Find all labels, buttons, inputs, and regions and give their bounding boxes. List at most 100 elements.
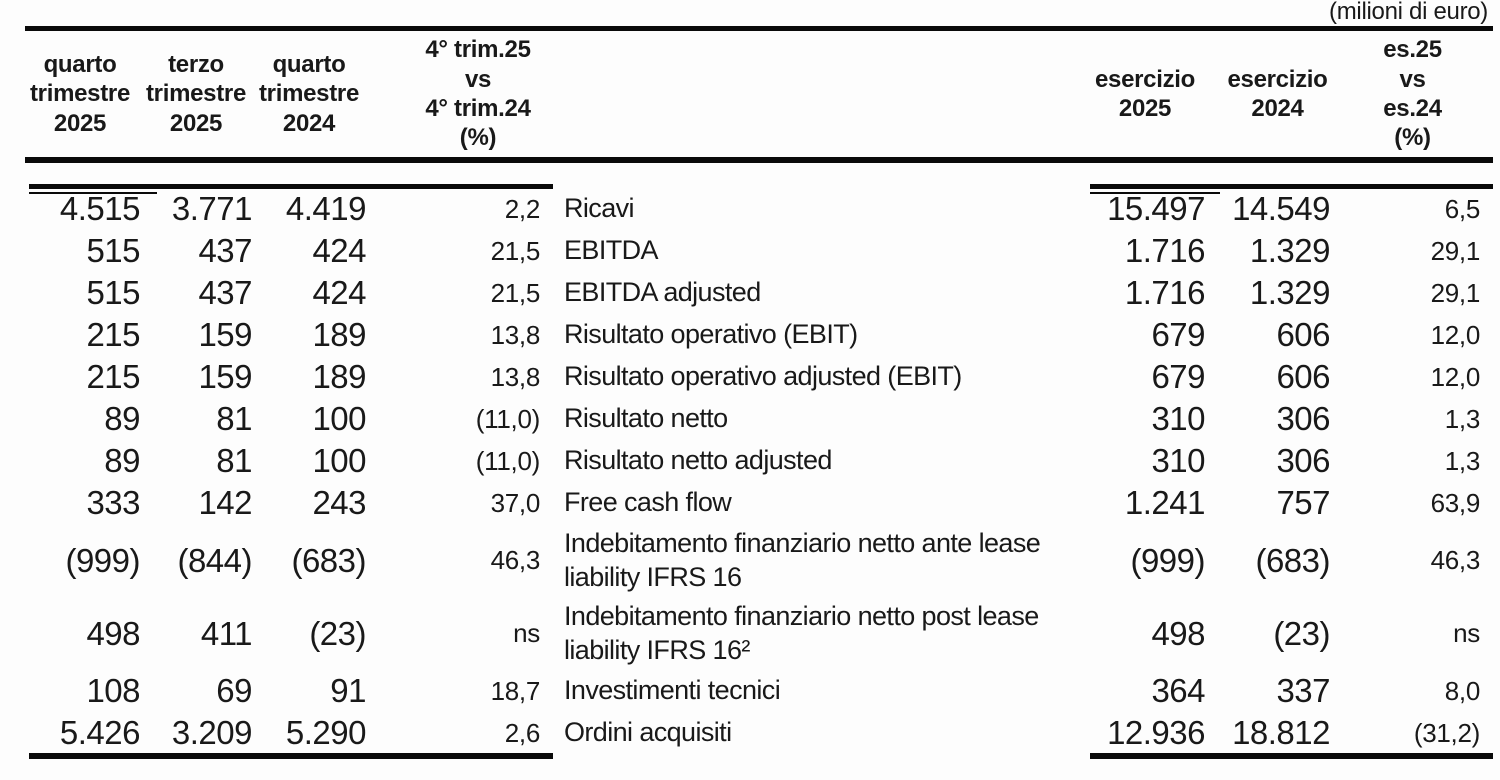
cell-q4-2025: 5.426 xyxy=(59,714,141,751)
cell-q3-2025: 437 xyxy=(198,274,252,311)
cell-q3-2025: 142 xyxy=(198,484,252,521)
cell-variation-quarter: 46,3 xyxy=(490,545,541,575)
cell-variation-fy: 1,3 xyxy=(1444,445,1481,476)
cell-q4-2024: 424 xyxy=(312,232,366,269)
row-label: Indebitamento finanziario netto post lea… xyxy=(564,600,1039,665)
cell-q4-2024: 5.290 xyxy=(285,714,367,751)
cell-fy-2025: 498 xyxy=(1151,614,1205,652)
column-header-variation-quarter: 4° trim.25 vs 4° trim.24 (%) xyxy=(425,36,531,152)
table-body: 4.515 3.771 4.419 2,2 Ricavi 15.497 14.5… xyxy=(20,188,1480,754)
cell-q3-2025: 411 xyxy=(200,614,253,652)
cell-q4-2025: 515 xyxy=(86,274,140,311)
table-row: 515 437 424 21,5 EBITDA adjusted 1.716 1… xyxy=(20,272,1480,314)
cell-fy-2024: (23) xyxy=(1273,614,1330,652)
cell-q4-2025: 333 xyxy=(86,484,140,521)
cell-q4-2025: 108 xyxy=(86,672,140,709)
cell-q3-2025: 159 xyxy=(198,316,252,353)
cell-fy-2025: 310 xyxy=(1151,442,1205,479)
cell-variation-quarter: 13,8 xyxy=(490,319,541,350)
cell-variation-quarter: 37,0 xyxy=(490,487,541,518)
data-top-rule-left xyxy=(29,184,553,189)
cell-q4-2025: 215 xyxy=(86,358,140,395)
cell-fy-2025: 1.241 xyxy=(1124,484,1206,521)
cell-q4-2024: 4.419 xyxy=(285,190,367,227)
row-label: Ricavi xyxy=(564,193,635,224)
cell-q4-2024: (683) xyxy=(291,541,366,579)
row-label: Indebitamento finanziario netto ante lea… xyxy=(564,527,1041,592)
table-row: 215 159 189 13,8 Risultato operativo adj… xyxy=(20,356,1480,398)
column-header-fy-2025: esercizio 2025 xyxy=(1094,65,1196,122)
cell-variation-fy: 1,3 xyxy=(1444,403,1481,434)
row-label: Free cash flow xyxy=(564,487,732,518)
cell-fy-2025: 12.936 xyxy=(1107,714,1205,751)
cell-q3-2025: 69 xyxy=(216,672,252,709)
cell-fy-2024: 18.812 xyxy=(1232,714,1330,751)
cell-fy-2024: 606 xyxy=(1276,358,1330,395)
table-row: 5.426 3.209 5.290 2,6 Ordini acquisiti 1… xyxy=(20,712,1480,754)
row-label: Risultato netto xyxy=(564,403,728,434)
row-label: EBITDA adjusted xyxy=(564,277,761,308)
row-label: EBITDA xyxy=(564,235,659,266)
cell-variation-quarter: 21,5 xyxy=(490,277,541,308)
cell-fy-2024: 606 xyxy=(1276,316,1330,353)
cell-q4-2024: 91 xyxy=(330,672,366,709)
table-header-row: quarto trimestre 2025 terzo trimestre 20… xyxy=(20,32,1480,156)
data-top-rule-right xyxy=(1090,184,1493,189)
cell-q4-2024: 100 xyxy=(312,400,366,437)
cell-q4-2025: 498 xyxy=(86,614,140,652)
row-label: Risultato operativo (EBIT) xyxy=(564,319,858,350)
table-row: 215 159 189 13,8 Risultato operativo (EB… xyxy=(20,314,1480,356)
cell-variation-fy: 12,0 xyxy=(1430,319,1481,350)
table-row: 89 81 100 (11,0) Risultato netto adjuste… xyxy=(20,440,1480,482)
cell-variation-quarter: ns xyxy=(513,618,540,648)
cell-fy-2024: (683) xyxy=(1255,541,1330,579)
cell-q4-2025: (999) xyxy=(65,541,140,579)
column-header-variation-fy: es.25 vs es.24 (%) xyxy=(1383,36,1442,152)
table-row: 108 69 91 18,7 Investimenti tecnici 364 … xyxy=(20,670,1480,712)
cell-q3-2025: 3.771 xyxy=(171,190,253,227)
table-row: 498 411 (23) ns Indebitamento finanziari… xyxy=(20,597,1480,670)
column-header-fy-2024: esercizio 2024 xyxy=(1227,65,1328,122)
row-label: Risultato operativo adjusted (EBIT) xyxy=(564,361,962,392)
cell-variation-fy: (31,2) xyxy=(1413,717,1480,748)
cell-variation-fy: 6,5 xyxy=(1444,193,1481,224)
row-label: Investimenti tecnici xyxy=(564,675,781,706)
cell-variation-quarter: 2,6 xyxy=(504,717,541,748)
cell-variation-quarter: 21,5 xyxy=(490,235,541,266)
cell-q3-2025: 81 xyxy=(216,442,252,479)
column-header-q3-2025: terzo trimestre 2025 xyxy=(145,51,246,137)
cell-fy-2024: 14.549 xyxy=(1232,190,1330,227)
cell-fy-2024: 757 xyxy=(1276,484,1330,521)
cell-q4-2024: 424 xyxy=(312,274,366,311)
cell-q4-2025: 515 xyxy=(86,232,140,269)
cell-variation-fy: ns xyxy=(1453,618,1480,648)
cell-fy-2024: 337 xyxy=(1276,672,1330,709)
cell-fy-2025: 679 xyxy=(1151,316,1205,353)
cell-variation-quarter: (11,0) xyxy=(475,445,541,476)
cell-q4-2024: 243 xyxy=(312,484,366,521)
cell-variation-fy: 29,1 xyxy=(1430,235,1481,266)
cell-fy-2025: 1.716 xyxy=(1124,232,1206,269)
cell-q4-2025: 89 xyxy=(104,400,140,437)
table-row: 89 81 100 (11,0) Risultato netto 310 306… xyxy=(20,398,1480,440)
bottom-rule-left xyxy=(29,753,553,759)
cell-variation-quarter: 2,2 xyxy=(504,193,541,224)
header-bottom-rule xyxy=(25,157,1493,163)
table-row: (999) (844) (683) 46,3 Indebitamento fin… xyxy=(20,524,1480,597)
cell-fy-2025: 1.716 xyxy=(1124,274,1206,311)
cell-fy-2024: 306 xyxy=(1276,400,1330,437)
cell-q3-2025: 81 xyxy=(216,400,252,437)
cell-variation-quarter: 18,7 xyxy=(490,675,541,706)
cell-fy-2024: 1.329 xyxy=(1249,274,1331,311)
cell-q3-2025: 3.209 xyxy=(171,714,253,751)
cell-q4-2024: 189 xyxy=(312,316,366,353)
table-row: 333 142 243 37,0 Free cash flow 1.241 75… xyxy=(20,482,1480,524)
bottom-rule-right xyxy=(1090,753,1493,759)
cell-variation-quarter: 13,8 xyxy=(490,361,541,392)
cell-variation-fy: 29,1 xyxy=(1430,277,1481,308)
cell-q3-2025: 159 xyxy=(198,358,252,395)
units-note: (milioni di euro) xyxy=(1329,0,1488,25)
cell-fy-2025: 364 xyxy=(1151,672,1205,709)
cell-variation-quarter: (11,0) xyxy=(475,403,541,434)
cell-fy-2024: 1.329 xyxy=(1249,232,1331,269)
